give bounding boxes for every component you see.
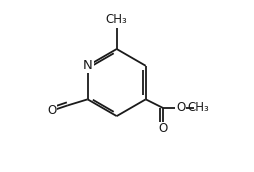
Text: O: O — [47, 104, 56, 117]
Text: O: O — [158, 122, 168, 135]
Text: CH₃: CH₃ — [187, 101, 209, 114]
Text: O: O — [176, 101, 185, 114]
Text: CH₃: CH₃ — [106, 13, 128, 26]
Text: N: N — [83, 59, 92, 72]
